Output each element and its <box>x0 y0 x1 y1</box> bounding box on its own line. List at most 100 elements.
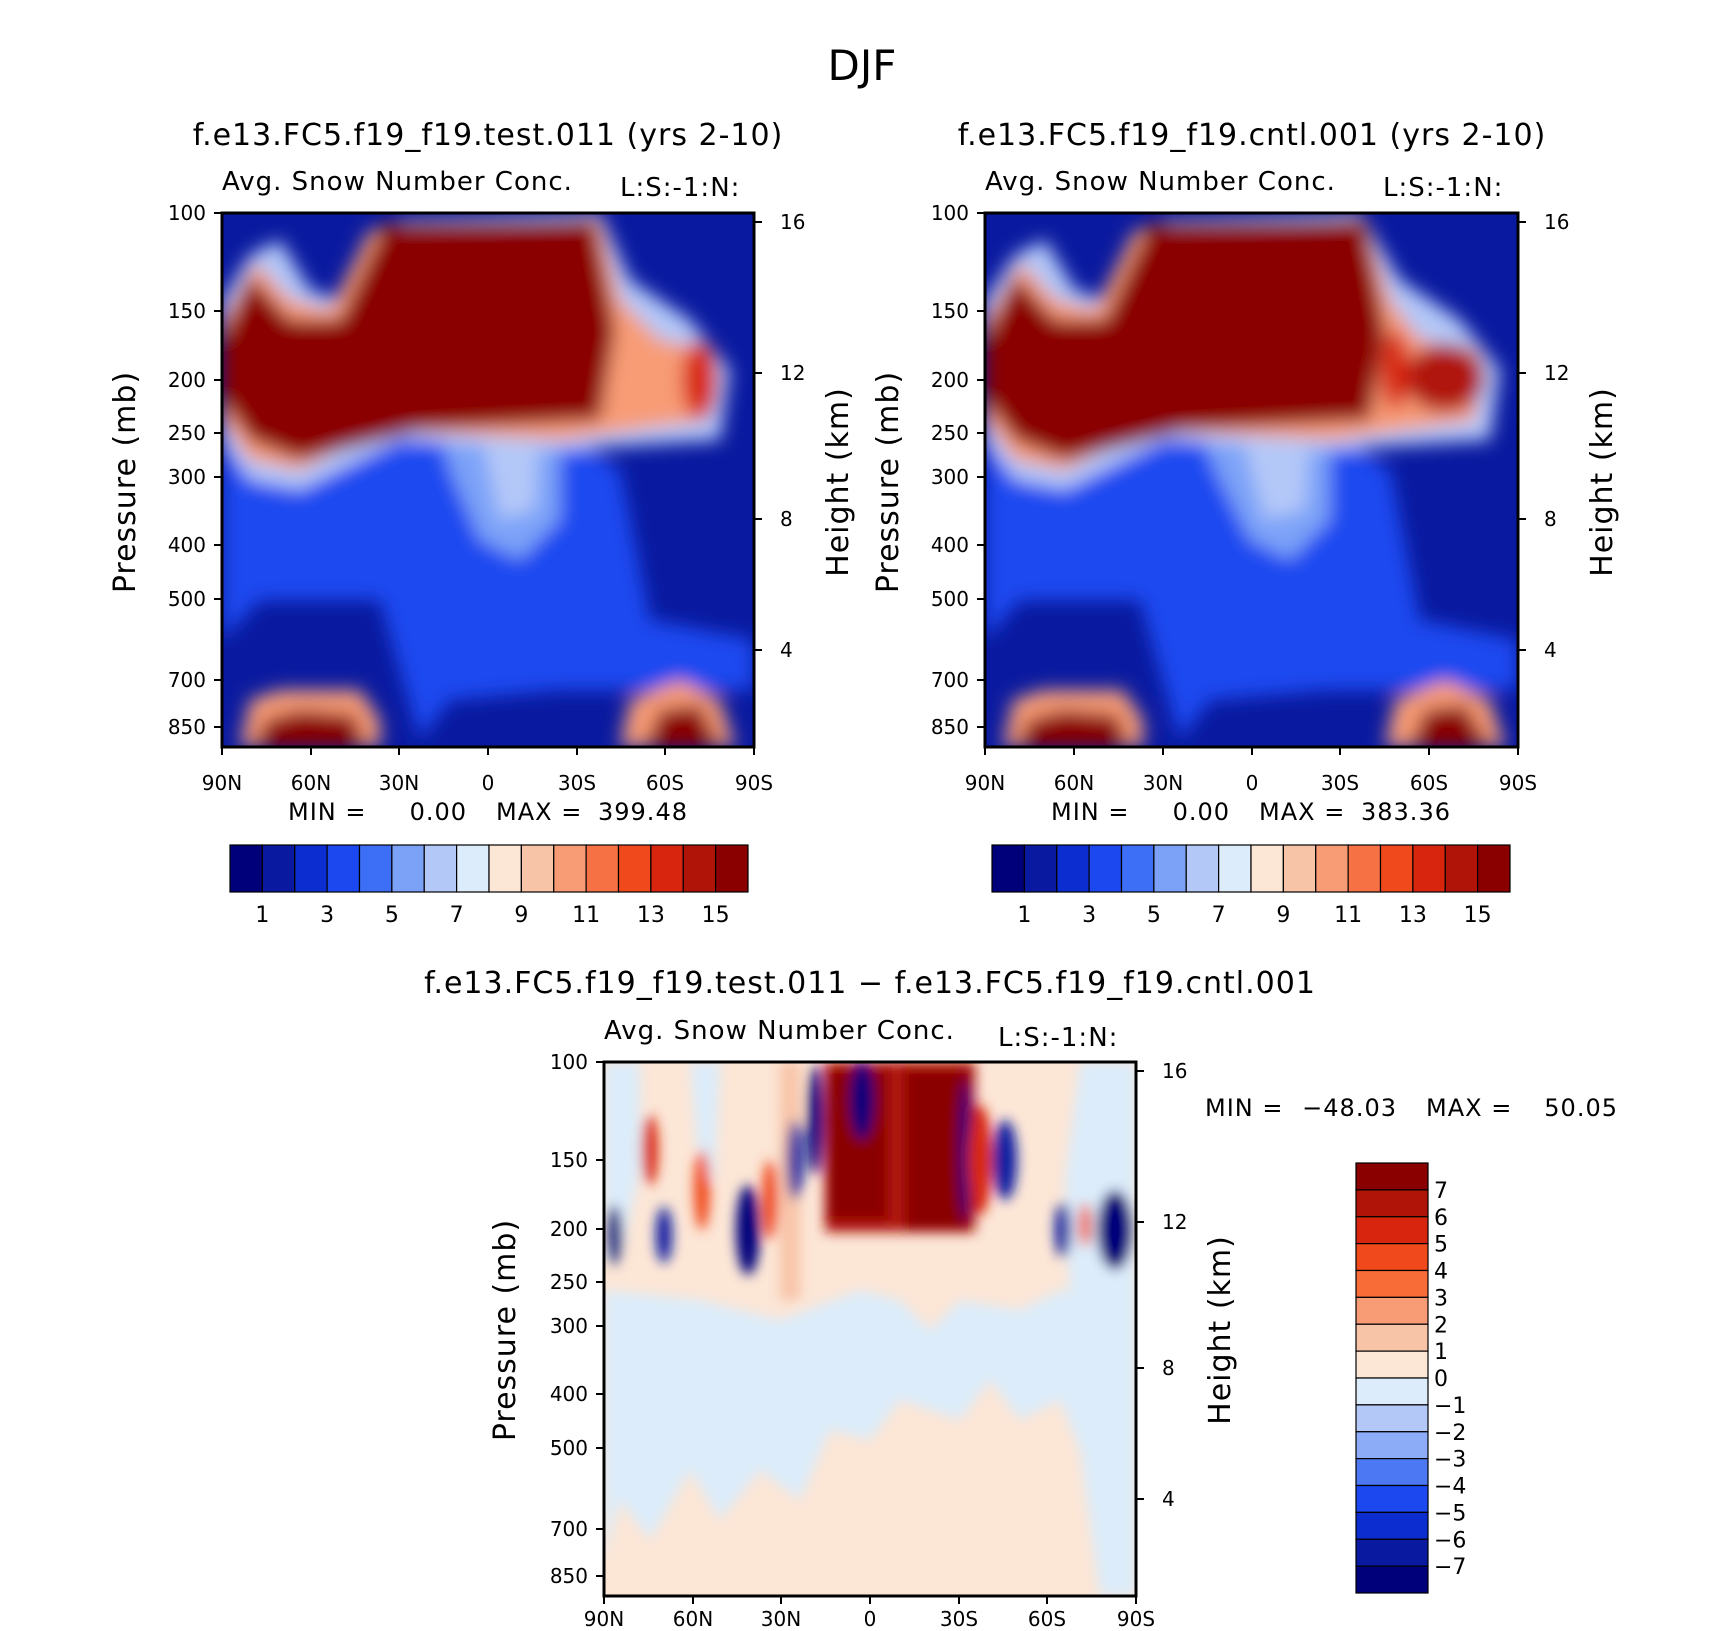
figure-title: DJF <box>828 41 897 90</box>
y-tick-label: 100 <box>550 1050 588 1074</box>
neg-core-3 <box>736 1185 760 1275</box>
x-tick-label: 60S <box>646 771 684 795</box>
panel-difference-subtitle: Avg. Snow Number Conc. <box>604 1016 955 1046</box>
y-tick-label: 300 <box>931 465 969 489</box>
colorbar-swatch <box>1478 845 1510 892</box>
panel-difference-min-value: −48.03 <box>1302 1094 1397 1122</box>
y-tick-label: 250 <box>550 1270 588 1294</box>
panel-difference-max-value: 50.05 <box>1544 1094 1618 1122</box>
neg-core-2 <box>656 1207 672 1263</box>
colorbar-label: 11 <box>572 903 600 928</box>
colorbar-swatch <box>327 845 359 892</box>
panel-test-max-label: MAX = <box>496 798 582 826</box>
colorbar-swatch <box>1413 845 1445 892</box>
panel-test-min-value: 0.00 <box>410 798 467 826</box>
panel-control-max-value: 383.36 <box>1361 798 1451 826</box>
panel-test-ylabel-right: Height (km) <box>821 387 856 577</box>
x-tick-label: 90N <box>965 771 1005 795</box>
colorbar-label: 15 <box>1464 903 1492 928</box>
panel-test-subtitle: Avg. Snow Number Conc. <box>222 167 573 197</box>
neg-core-4 <box>787 1120 803 1200</box>
colorbar-swatch <box>554 845 586 892</box>
colorbar-swatch <box>1219 845 1251 892</box>
panel-test-min-label: MIN = <box>288 798 366 826</box>
right-tick-label: 4 <box>1544 638 1557 662</box>
colorbar-label: 2 <box>1434 1313 1448 1338</box>
y-tick-label: 700 <box>168 668 206 692</box>
y-tick-label: 150 <box>931 299 969 323</box>
y-tick-label: 400 <box>168 533 206 557</box>
colorbar-swatch <box>424 845 456 892</box>
neg-core-6 <box>850 1060 874 1140</box>
panel-test-max-value: 399.48 <box>598 798 688 826</box>
colorbar-label: −4 <box>1434 1475 1466 1500</box>
colorbar-label: 11 <box>1334 903 1362 928</box>
panel-difference-max-label: MAX = <box>1426 1094 1512 1122</box>
colorbar-swatch <box>521 845 553 892</box>
panel-difference-min-label: MIN = <box>1205 1094 1283 1122</box>
colorbar-label: 0 <box>1434 1367 1448 1392</box>
panel-difference-ylabel-right: Height (km) <box>1203 1235 1238 1425</box>
colorbar-swatch <box>1251 845 1283 892</box>
y-tick-label: 200 <box>550 1217 588 1241</box>
colorbar-label: −6 <box>1434 1528 1466 1553</box>
x-tick-label: 90N <box>202 771 242 795</box>
panel-difference-units: L:S:-1:N: <box>998 1023 1118 1053</box>
figure: DJF f.e13.FC5.f19_f19.test.011 (yrs 2-10… <box>0 0 1710 1631</box>
colorbar-swatch <box>295 845 327 892</box>
x-tick-label: 60S <box>1410 771 1448 795</box>
panel-difference-right-ticks: 16 12 8 4 <box>1136 1059 1187 1511</box>
x-tick-label: 60N <box>291 771 331 795</box>
y-tick-label: 700 <box>550 1517 588 1541</box>
colorbar-label: −3 <box>1434 1448 1466 1473</box>
colorbar-swatch <box>360 845 392 892</box>
panel-control-y-ticks: 100 150 200 250 300 400 500 700 850 <box>931 201 985 739</box>
panel-test-y-ticks: 100 150 200 250 300 400 500 700 850 <box>168 201 222 739</box>
colorbar-swatch <box>1356 1217 1428 1244</box>
panel-control-units: L:S:-1:N: <box>1383 173 1503 203</box>
pos-lobe-1 <box>642 1115 658 1185</box>
y-tick-label: 150 <box>168 299 206 323</box>
colorbar-swatch <box>392 845 424 892</box>
y-tick-label: 500 <box>550 1436 588 1460</box>
panel-test-ylabel: Pressure (mb) <box>108 371 143 593</box>
right-tick-label: 8 <box>1544 507 1557 531</box>
x-tick-label: 0 <box>864 1607 877 1631</box>
right-tick-label: 12 <box>780 361 805 385</box>
y-tick-label: 500 <box>168 587 206 611</box>
right-tick-label: 12 <box>1544 361 1569 385</box>
colorbar-label: −5 <box>1434 1501 1466 1526</box>
colorbar-swatch <box>1356 1432 1428 1459</box>
colorbar-swatch <box>1356 1566 1428 1593</box>
y-tick-label: 250 <box>931 421 969 445</box>
colorbar-label: 7 <box>450 903 464 928</box>
pos-lobe-4 <box>968 1105 992 1215</box>
x-tick-label: 60N <box>673 1607 713 1631</box>
colorbar-swatch <box>651 845 683 892</box>
colorbar-label: 6 <box>1434 1206 1448 1231</box>
panel-control-right-ticks: 16 12 8 4 <box>1518 210 1569 662</box>
panel-test-x-ticks: 90N 60N 30N 0 30S 60S 90S <box>202 747 773 795</box>
panel-test-right-ticks: 16 12 8 4 <box>754 210 805 662</box>
colorbar-label: 1 <box>255 903 269 928</box>
colorbar-label: −7 <box>1434 1555 1466 1580</box>
right-tick-label: 16 <box>1162 1059 1187 1083</box>
y-tick-label: 400 <box>931 533 969 557</box>
colorbar-swatch <box>992 845 1024 892</box>
panel-test-colorbar: 13579111315 <box>230 845 748 928</box>
y-tick-label: 850 <box>168 715 206 739</box>
colorbar-swatch <box>1089 845 1121 892</box>
neg-core-9 <box>1055 1202 1071 1258</box>
colorbar-label: 7 <box>1434 1179 1448 1204</box>
right-tick-label: 8 <box>1162 1356 1175 1380</box>
y-tick-label: 200 <box>931 368 969 392</box>
neg-core-10 <box>1097 1190 1133 1270</box>
south-upper-max <box>682 340 718 420</box>
panel-difference-y-ticks: 100 150 200 250 300 400 500 700 850 <box>550 1050 604 1588</box>
colorbar-swatch <box>1356 1512 1428 1539</box>
panel-control-x-ticks: 90N 60N 30N 0 30S 60S 90S <box>965 747 1537 795</box>
colorbar-label: 5 <box>385 903 399 928</box>
x-tick-label: 60S <box>1028 1607 1066 1631</box>
colorbar-swatch <box>1348 845 1380 892</box>
colorbar-swatch <box>1057 845 1089 892</box>
